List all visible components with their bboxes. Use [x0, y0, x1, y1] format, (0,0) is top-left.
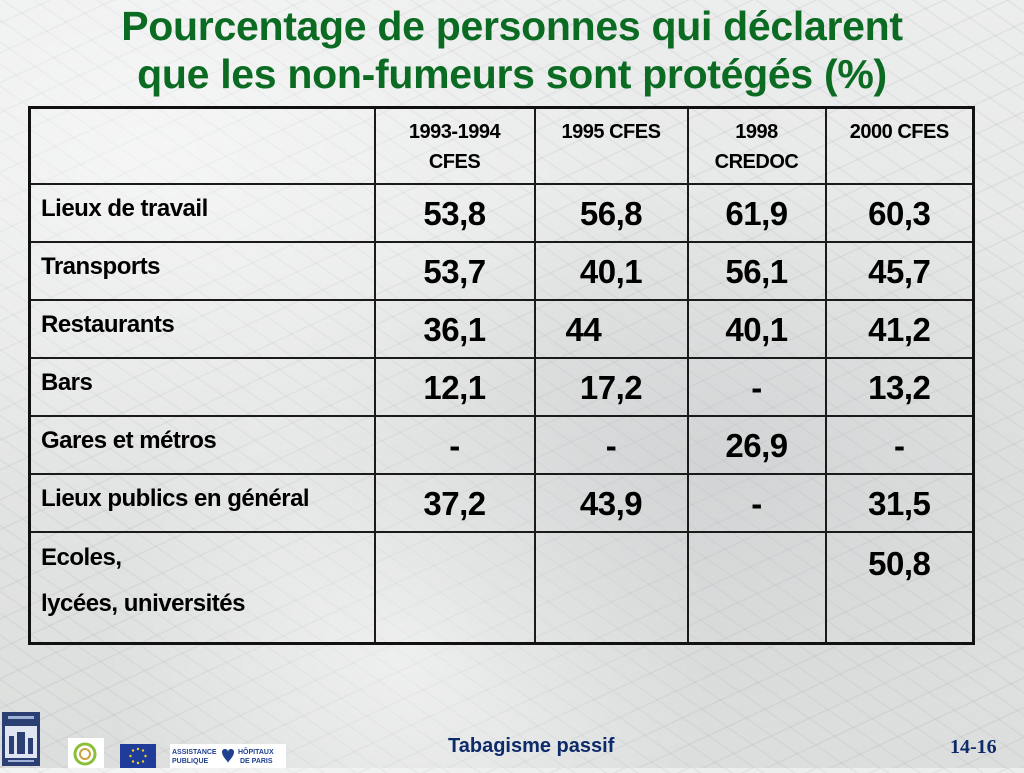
table-cell: 26,9 — [686, 414, 827, 475]
table-cell: 12,1 — [373, 356, 536, 417]
aphp-text-line: HÔPITAUX — [238, 747, 274, 756]
data-table-container: 1993-1994 CFES 1995 CFES 1998 CREDOC 200… — [28, 106, 975, 645]
row-label: Lieux publics en général — [28, 472, 376, 533]
column-header-1995: 1995 CFES — [533, 106, 689, 185]
table-row: Transports 53,7 40,1 56,1 45,7 — [28, 240, 975, 301]
table-cell: 40,1 — [686, 298, 827, 359]
aphp-text-line: ASSISTANCE — [172, 749, 217, 756]
table-cell: - — [824, 414, 975, 475]
table-cell — [373, 530, 536, 645]
column-header-line: CREDOC — [714, 151, 799, 173]
column-header-1998: 1998 CREDOC — [686, 106, 827, 185]
table-row: Lieux de travail 53,8 56,8 61,9 60,3 — [28, 182, 975, 243]
slide-title-line-1: Pourcentage de personnes qui déclarent — [121, 3, 903, 49]
aphp-heart-icon: ASSISTANCE PUBLIQUE HÔPITAUX DE PARIS — [170, 744, 286, 768]
row-label-line: Ecoles, — [41, 543, 122, 571]
table-cell: 45,7 — [824, 240, 975, 301]
slide-number: 14-16 — [950, 736, 997, 758]
table-cell: 43,9 — [533, 472, 689, 533]
table-cell: 36,1 — [373, 298, 536, 359]
column-header-1993-1994: 1993-1994 CFES — [373, 106, 536, 185]
header-corner-cell — [28, 106, 376, 185]
table-cell: 17,2 — [533, 356, 689, 417]
table-cell: - — [686, 356, 827, 417]
table-cell: 41,2 — [824, 298, 975, 359]
row-label: Transports — [28, 240, 376, 301]
row-label: Gares et métros — [28, 414, 376, 475]
aphp-logo: ASSISTANCE PUBLIQUE HÔPITAUX DE PARIS — [170, 744, 286, 768]
hospital-building-logo — [2, 712, 40, 766]
table-cell: 53,7 — [373, 240, 536, 301]
table-cell: 56,1 — [686, 240, 827, 301]
circle-emblem-icon — [68, 738, 104, 768]
table-cell: 37,2 — [373, 472, 536, 533]
table-cell — [686, 530, 827, 645]
hospital-building-icon — [2, 712, 40, 766]
circular-emblem-logo — [68, 738, 104, 768]
row-label: Restaurants — [28, 298, 376, 359]
table-cell: 56,8 — [533, 182, 689, 243]
column-header-line: 1995 CFES — [561, 121, 661, 143]
table-row: Lieux publics en général 37,2 43,9 - 31,… — [28, 472, 975, 533]
table-cell: - — [373, 414, 536, 475]
row-label-line: lycées, universités — [41, 589, 245, 617]
table-cell: 60,3 — [824, 182, 975, 243]
data-table: 1993-1994 CFES 1995 CFES 1998 CREDOC 200… — [28, 106, 975, 645]
table-cell: 13,2 — [824, 356, 975, 417]
footer-title: Tabagisme passif — [448, 735, 615, 757]
slide-title: Pourcentage de personnes qui déclarent q… — [0, 2, 1024, 98]
column-header-line: 2000 CFES — [849, 121, 949, 143]
eu-flag-logo — [120, 744, 156, 768]
column-header-line: 1993-1994 — [408, 121, 501, 143]
table-cell: 61,9 — [686, 182, 827, 243]
row-label: Ecoles, lycées, universités — [28, 530, 376, 645]
table-row: Restaurants 36,1 44 40,1 41,2 — [28, 298, 975, 359]
table-cell: - — [686, 472, 827, 533]
column-header-2000: 2000 CFES — [824, 106, 975, 185]
slide-title-line-2: que les non-fumeurs sont protégés (%) — [137, 51, 887, 97]
table-row: Ecoles, lycées, universités 50,8 — [28, 530, 975, 645]
table-cell: 44 — [533, 298, 689, 359]
table-cell: 53,8 — [373, 182, 536, 243]
table-row: Bars 12,1 17,2 - 13,2 — [28, 356, 975, 417]
eu-flag-icon — [120, 744, 156, 768]
column-header-line: 1998 — [735, 121, 778, 143]
aphp-text-line: DE PARIS — [240, 758, 273, 765]
header-row: 1993-1994 CFES 1995 CFES 1998 CREDOC 200… — [28, 106, 975, 185]
table-cell: - — [533, 414, 689, 475]
table-row: Gares et métros - - 26,9 - — [28, 414, 975, 475]
column-header-line: CFES — [428, 151, 481, 173]
table-cell: 50,8 — [824, 530, 975, 645]
table-cell — [533, 530, 689, 645]
row-label: Bars — [28, 356, 376, 417]
table-cell: 31,5 — [824, 472, 975, 533]
row-label: Lieux de travail — [28, 182, 376, 243]
table-cell: 40,1 — [533, 240, 689, 301]
aphp-text-line: PUBLIQUE — [172, 758, 209, 765]
